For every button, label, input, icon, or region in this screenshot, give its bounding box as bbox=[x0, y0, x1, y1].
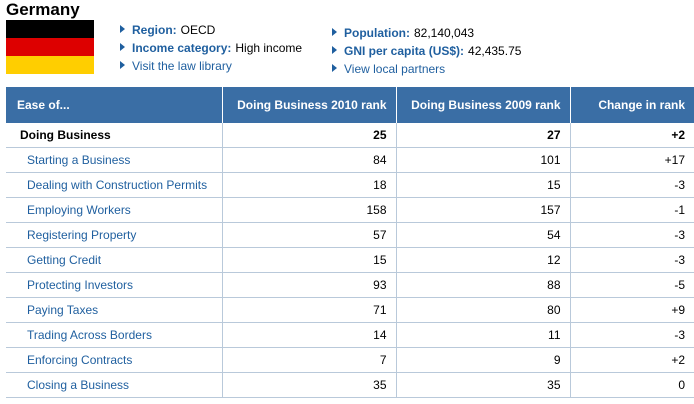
table-row: Getting Credit 15 12 -3 bbox=[6, 247, 694, 273]
income-row: Income category: High income bbox=[120, 40, 302, 58]
arrow-icon bbox=[120, 43, 125, 51]
row-rank-2010: 71 bbox=[222, 297, 397, 323]
row-rank-2009: 80 bbox=[396, 297, 571, 323]
flag-stripe-black bbox=[6, 20, 94, 38]
table-row: Registering Property 57 54 -3 bbox=[6, 222, 694, 248]
row-topic-link[interactable]: Trading Across Borders bbox=[6, 322, 223, 348]
region-row: Region: OECD bbox=[120, 22, 302, 40]
rankings-table: Ease of... Doing Business 2010 rank Doin… bbox=[6, 87, 694, 398]
row-rank-2009: 157 bbox=[396, 197, 571, 223]
table-row: Closing a Business 35 35 0 bbox=[6, 372, 694, 398]
row-topic-link[interactable]: Closing a Business bbox=[6, 372, 223, 398]
row-topic-link[interactable]: Starting a Business bbox=[6, 147, 223, 173]
row-rank-2010: 25 bbox=[222, 123, 397, 148]
law-library-row[interactable]: Visit the law library bbox=[120, 58, 302, 76]
row-change: -3 bbox=[570, 247, 694, 273]
table-row-doing-business: Doing Business 25 27 +2 bbox=[6, 123, 694, 148]
row-change: +17 bbox=[570, 147, 694, 173]
income-label: Income category: bbox=[132, 41, 232, 55]
row-rank-2010: 14 bbox=[222, 322, 397, 348]
row-topic-link[interactable]: Getting Credit bbox=[6, 247, 223, 273]
population-row: Population: 82,140,043 bbox=[332, 25, 521, 43]
arrow-icon bbox=[332, 28, 337, 36]
row-rank-2010: 7 bbox=[222, 347, 397, 373]
local-partners-link[interactable]: View local partners bbox=[344, 62, 446, 76]
row-rank-2009: 54 bbox=[396, 222, 571, 248]
row-rank-2010: 18 bbox=[222, 172, 397, 198]
row-topic-link[interactable]: Enforcing Contracts bbox=[6, 347, 223, 373]
population-value: 82,140,043 bbox=[414, 26, 475, 40]
row-rank-2009: 9 bbox=[396, 347, 571, 373]
table-row: Enforcing Contracts 7 9 +2 bbox=[6, 347, 694, 373]
region-value: OECD bbox=[180, 23, 216, 37]
header-ease-of[interactable]: Ease of... bbox=[6, 87, 223, 123]
income-value: High income bbox=[235, 41, 303, 55]
row-change: -3 bbox=[570, 222, 694, 248]
arrow-icon bbox=[332, 46, 337, 54]
row-change: +9 bbox=[570, 297, 694, 323]
row-rank-2010: 35 bbox=[222, 372, 397, 398]
row-topic-link[interactable]: Protecting Investors bbox=[6, 272, 223, 298]
info-column-right: Population: 82,140,043 GNI per capita (US… bbox=[332, 25, 521, 79]
header-rank-2010[interactable]: Doing Business 2010 rank bbox=[222, 87, 397, 123]
row-change: -3 bbox=[570, 172, 694, 198]
law-library-link[interactable]: Visit the law library bbox=[132, 59, 232, 73]
region-label: Region: bbox=[132, 23, 177, 37]
table-row: Dealing with Construction Permits 18 15 … bbox=[6, 172, 694, 198]
germany-flag-icon bbox=[6, 20, 94, 74]
row-topic: Doing Business bbox=[6, 123, 223, 148]
table-row: Protecting Investors 93 88 -5 bbox=[6, 272, 694, 298]
gni-row: GNI per capita (US$): 42,435.75 bbox=[332, 43, 521, 61]
row-change: +2 bbox=[570, 123, 694, 148]
row-change: 0 bbox=[570, 372, 694, 398]
row-rank-2009: 12 bbox=[396, 247, 571, 273]
row-change: -5 bbox=[570, 272, 694, 298]
row-rank-2010: 158 bbox=[222, 197, 397, 223]
table-row: Paying Taxes 71 80 +9 bbox=[6, 297, 694, 323]
table-row: Trading Across Borders 14 11 -3 bbox=[6, 322, 694, 348]
gni-value: 42,435.75 bbox=[468, 44, 522, 58]
row-topic-link[interactable]: Dealing with Construction Permits bbox=[6, 172, 223, 198]
partners-row[interactable]: View local partners bbox=[332, 61, 521, 79]
table-row: Starting a Business 84 101 +17 bbox=[6, 147, 694, 173]
table-header-row: Ease of... Doing Business 2010 rank Doin… bbox=[6, 87, 694, 123]
row-rank-2009: 27 bbox=[396, 123, 571, 148]
country-title: Germany bbox=[6, 0, 80, 19]
row-change: -1 bbox=[570, 197, 694, 223]
population-label: Population: bbox=[344, 26, 410, 40]
row-rank-2009: 101 bbox=[396, 147, 571, 173]
header-rank-2009[interactable]: Doing Business 2009 rank bbox=[396, 87, 571, 123]
info-column-left: Region: OECD Income category: High income … bbox=[120, 22, 302, 76]
row-rank-2009: 15 bbox=[396, 172, 571, 198]
row-rank-2010: 15 bbox=[222, 247, 397, 273]
row-rank-2009: 88 bbox=[396, 272, 571, 298]
row-topic-link[interactable]: Employing Workers bbox=[6, 197, 223, 223]
flag-stripe-red bbox=[6, 38, 94, 56]
gni-label: GNI per capita (US$): bbox=[344, 44, 465, 58]
row-change: -3 bbox=[570, 322, 694, 348]
row-change: +2 bbox=[570, 347, 694, 373]
row-rank-2010: 57 bbox=[222, 222, 397, 248]
row-rank-2009: 11 bbox=[396, 322, 571, 348]
header-change-in-rank[interactable]: Change in rank bbox=[570, 87, 694, 123]
row-topic-link[interactable]: Registering Property bbox=[6, 222, 223, 248]
table-row: Employing Workers 158 157 -1 bbox=[6, 197, 694, 223]
row-rank-2009: 35 bbox=[396, 372, 571, 398]
row-topic-link[interactable]: Paying Taxes bbox=[6, 297, 223, 323]
arrow-icon bbox=[332, 64, 337, 72]
arrow-icon bbox=[120, 25, 125, 33]
arrow-icon bbox=[120, 61, 125, 69]
row-rank-2010: 84 bbox=[222, 147, 397, 173]
flag-stripe-gold bbox=[6, 56, 94, 74]
row-rank-2010: 93 bbox=[222, 272, 397, 298]
